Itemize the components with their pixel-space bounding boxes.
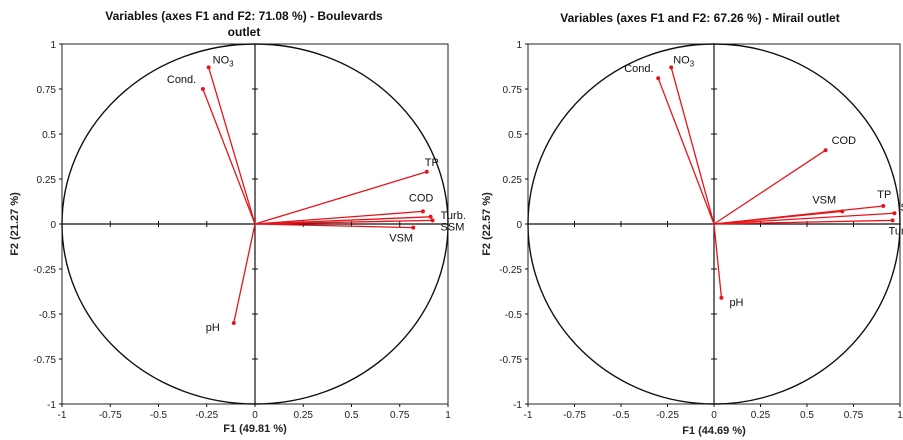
vector-point bbox=[430, 218, 435, 223]
vector-point bbox=[200, 87, 205, 91]
variable-label: Turb. bbox=[441, 210, 466, 222]
y-tick-label: -0.5 bbox=[505, 310, 523, 321]
y-tick-label: -0.25 bbox=[33, 265, 56, 276]
vector-point bbox=[823, 148, 828, 153]
chart-title: Variables (axes F1 and F2: 67.26 %) - Mi… bbox=[560, 11, 839, 25]
x-tick-label: 0.5 bbox=[345, 410, 359, 421]
y-tick-label: -0.25 bbox=[499, 265, 522, 276]
variable-label: NO3 bbox=[673, 54, 695, 68]
chart-title: Variables (axes F1 and F2: 71.08 %) - Bo… bbox=[105, 9, 383, 23]
x-tick-label: 0.25 bbox=[294, 410, 314, 421]
x-tick-label: -0.25 bbox=[195, 410, 218, 421]
vector-no3 bbox=[670, 67, 715, 225]
variable-label: COD bbox=[832, 135, 857, 147]
vector-cod bbox=[254, 210, 423, 225]
y-tick-label: -0.75 bbox=[499, 355, 522, 366]
vector-point bbox=[881, 204, 886, 208]
x-tick-label: 0.75 bbox=[844, 410, 864, 421]
vector-ssm bbox=[713, 212, 895, 225]
vector-cond bbox=[657, 77, 715, 225]
vector-point bbox=[231, 321, 236, 325]
variable-label: Cond. bbox=[624, 63, 653, 75]
x-tick-label: 0 bbox=[252, 410, 258, 421]
vector-point bbox=[656, 76, 661, 81]
x-tick-label: -1 bbox=[524, 410, 533, 421]
y-tick-label: 0.5 bbox=[508, 130, 522, 141]
vector-tp bbox=[713, 205, 884, 225]
y-tick-label: -1 bbox=[47, 400, 56, 411]
variable-label: SSM bbox=[900, 202, 903, 214]
variable-label: TP bbox=[425, 157, 439, 169]
vector-tp bbox=[254, 171, 427, 225]
vector-point bbox=[424, 169, 429, 174]
x-tick-label: -0.75 bbox=[99, 410, 122, 421]
variable-label: TP bbox=[877, 189, 891, 201]
y-tick-label: 0.75 bbox=[37, 85, 57, 96]
vector-ssm bbox=[254, 219, 433, 225]
vector-ph bbox=[713, 223, 723, 298]
y-tick-label: 0.25 bbox=[37, 175, 57, 186]
vector-point bbox=[420, 209, 425, 214]
vector-cond bbox=[202, 88, 256, 225]
vector-point bbox=[411, 225, 416, 230]
x-tick-label: 1 bbox=[897, 410, 903, 421]
vector-point bbox=[428, 214, 433, 219]
vector-point bbox=[719, 295, 724, 300]
y-tick-label: 0.5 bbox=[42, 130, 56, 141]
x-tick-label: -0.75 bbox=[563, 410, 586, 421]
y-tick-label: 0 bbox=[50, 220, 56, 231]
vector-point bbox=[892, 211, 897, 216]
y-tick-label: 1 bbox=[516, 40, 522, 51]
y-tick-label: 0.75 bbox=[503, 85, 523, 96]
vector-vsm bbox=[254, 223, 414, 229]
y-tick-label: -0.5 bbox=[39, 310, 57, 321]
vector-point bbox=[206, 65, 211, 70]
variable-label: pH bbox=[206, 322, 220, 334]
variable-label: Turb. bbox=[889, 225, 903, 237]
x-tick-label: 0 bbox=[711, 410, 717, 421]
y-tick-label: -1 bbox=[513, 400, 522, 411]
x-tick-label: -0.5 bbox=[612, 410, 630, 421]
x-tick-label: -0.25 bbox=[656, 410, 679, 421]
variable-label: pH bbox=[729, 297, 743, 309]
chart-panel-1: -1 -0.75 -0.5 -0.25 0 0.25 0.5 0.75 1 1 0.75 0.5 0.2… bbox=[9, 9, 466, 435]
chart-title: outlet bbox=[228, 25, 261, 39]
y-tick-label: -0.75 bbox=[33, 355, 56, 366]
variable-label: Cond. bbox=[167, 74, 196, 86]
variable-label: COD bbox=[409, 192, 434, 204]
y-tick-label: 0.25 bbox=[503, 175, 523, 186]
vector-ph bbox=[233, 223, 256, 324]
x-tick-label: 0.75 bbox=[390, 410, 410, 421]
x-axis-label: F1 (49.81 %) bbox=[223, 423, 287, 435]
x-tick-label: -1 bbox=[58, 410, 67, 421]
x-tick-label: 0.5 bbox=[800, 410, 814, 421]
x-tick-label: 1 bbox=[445, 410, 451, 421]
vector-cod bbox=[713, 149, 826, 225]
y-tick-label: 0 bbox=[516, 220, 522, 231]
vector-no3 bbox=[208, 67, 256, 225]
chart-panel-2: -1 -0.75 -0.5 -0.25 0 0.25 0.5 0.75 1 1 0.75 0.5 0.2… bbox=[481, 11, 903, 437]
y-axis-label: F2 (22.57 %) bbox=[481, 192, 493, 256]
variable-label: VSM bbox=[812, 194, 836, 206]
vector-point bbox=[669, 65, 674, 70]
y-axis-label: F2 (21.27 %) bbox=[9, 192, 21, 256]
vector-turb bbox=[713, 219, 893, 225]
variable-label: NO3 bbox=[213, 54, 235, 68]
x-axis-label: F1 (44.69 %) bbox=[682, 425, 746, 437]
variable-label: VSM bbox=[389, 233, 413, 245]
x-tick-label: -0.5 bbox=[150, 410, 168, 421]
vector-point bbox=[890, 218, 895, 223]
variable-label: SSM bbox=[441, 221, 465, 233]
y-tick-label: 1 bbox=[50, 40, 56, 51]
x-tick-label: 0.25 bbox=[751, 410, 771, 421]
